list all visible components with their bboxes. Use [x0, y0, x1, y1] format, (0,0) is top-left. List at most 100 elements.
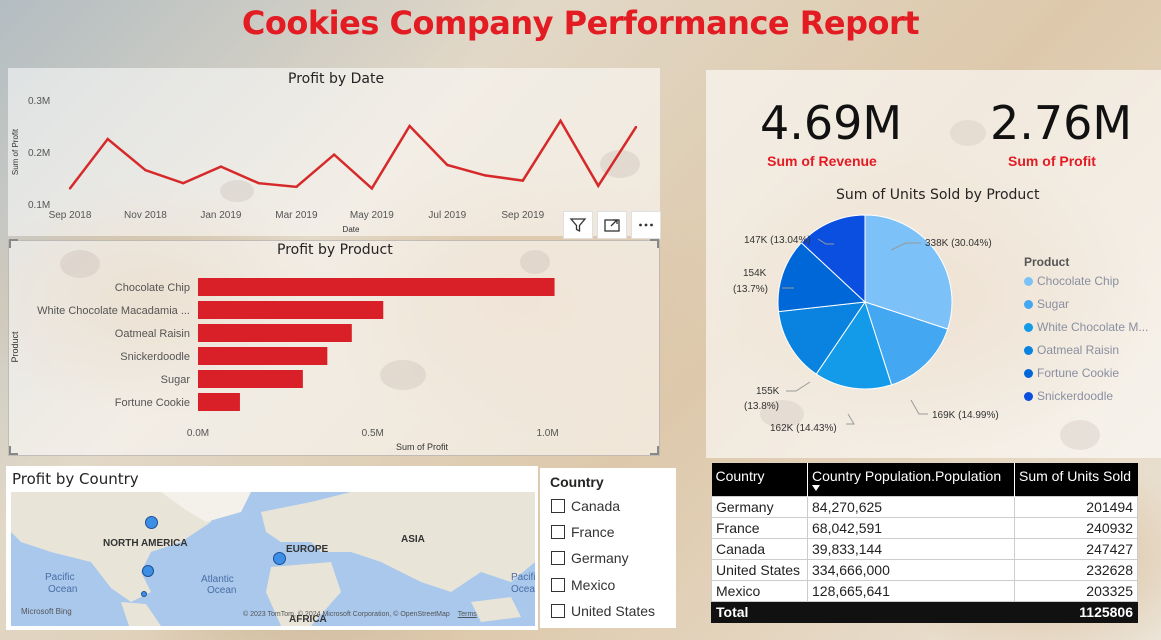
y-axis-label: Sum of Profit: [11, 128, 20, 175]
world-map: [11, 492, 535, 626]
column-header-units-sold[interactable]: Sum of Units Sold: [1014, 463, 1138, 497]
bing-logo: Microsoft Bing: [21, 607, 72, 616]
legend-label: Sugar: [1037, 297, 1070, 311]
slicer-option-united-states[interactable]: United States: [551, 603, 655, 619]
legend-item[interactable]: Chocolate Chip: [1024, 274, 1119, 288]
checkbox[interactable]: [551, 499, 565, 513]
visual-header-toolbar: [563, 211, 661, 239]
column-header-population[interactable]: Country Population.Population: [807, 463, 1015, 497]
more-options-icon: [639, 223, 653, 227]
table-row[interactable]: Mexico 128,665,641 203325: [711, 580, 1138, 602]
pie-slice: [800, 214, 866, 304]
profit-kpi-label: Sum of Profit: [1008, 153, 1096, 169]
y-tick-label: 0.1M: [28, 200, 50, 211]
map-bubble-mexico[interactable]: [141, 591, 147, 597]
legend-label: White Chocolate M...: [1037, 320, 1149, 334]
map-label: Atlantic: [201, 574, 234, 585]
line-chart[interactable]: 0.3M 0.2M 0.1M Sum of Profit Sep 2018 Nov 201…: [8, 70, 660, 235]
legend-marker: [1024, 391, 1033, 401]
legend-label: Chocolate Chip: [1037, 274, 1120, 288]
selection-corner: [9, 239, 18, 248]
table-row[interactable]: Canada 39,833,144 247427: [711, 538, 1138, 560]
x-tick-label: 1.0M: [536, 428, 558, 439]
total-value: 1125806: [1014, 601, 1138, 623]
line-chart-panel[interactable]: [8, 68, 660, 236]
filter-button[interactable]: [563, 211, 593, 239]
label-leader-line: [817, 238, 834, 245]
slicer-option-canada[interactable]: Canada: [551, 498, 620, 514]
x-tick-label: 0.0M: [187, 428, 209, 439]
focus-mode-button[interactable]: [597, 211, 627, 239]
table-cell: [807, 601, 1015, 623]
table-row[interactable]: Germany 84,270,625 201494: [711, 496, 1138, 518]
slicer-option-france[interactable]: France: [551, 524, 615, 540]
map-label: AFRICA: [289, 614, 327, 625]
bar-chart[interactable]: Chocolate Chip White Chocolate Macadamia …: [8, 238, 660, 456]
map-bubble-canada[interactable]: [145, 516, 158, 529]
map-terms-link[interactable]: Terms: [457, 611, 477, 618]
legend-item[interactable]: White Chocolate M...: [1024, 320, 1148, 334]
pie-slice: [864, 214, 953, 330]
slice-label: (13.8%): [744, 401, 779, 412]
category-label: Snickerdoodle: [120, 351, 190, 363]
legend-item[interactable]: Oatmeal Raisin: [1024, 343, 1119, 357]
label-leader-line: [890, 242, 921, 251]
data-point: [332, 153, 336, 156]
data-point: [446, 163, 449, 167]
map-label: Pacific: [45, 572, 75, 583]
pie-slice: [864, 301, 949, 386]
table-row[interactable]: United States 334,666,000 232628: [711, 559, 1138, 581]
column-header-country[interactable]: Country: [711, 463, 808, 497]
map-title: Profit by Country: [12, 470, 139, 488]
selection-corner: [650, 446, 659, 455]
data-point: [483, 174, 487, 177]
map-label: Pacific: [511, 572, 535, 583]
legend-marker: [1024, 299, 1033, 309]
slice-label: 155K: [756, 386, 780, 397]
x-tick-label: Jan 2019: [200, 210, 242, 221]
map-copyright-text: © 2023 TomTom, © 2024 Microsoft Corporat…: [243, 611, 450, 618]
filter-icon: [569, 218, 587, 233]
more-options-button[interactable]: [631, 211, 661, 239]
data-point: [295, 185, 298, 189]
map-bubble-united-states[interactable]: [142, 565, 154, 577]
legend-item[interactable]: Fortune Cookie: [1024, 366, 1119, 380]
table-cell: 203325: [1014, 580, 1138, 602]
data-point: [521, 179, 524, 182]
checkbox[interactable]: [551, 604, 565, 618]
pie-chart[interactable]: 338K (30.04%) 169K (14.99%) 162K (14.43%) 1…: [706, 210, 1024, 450]
table-total-row: Total 1125806: [711, 601, 1138, 623]
legend-item[interactable]: Sugar: [1024, 297, 1069, 311]
legend-marker: [1024, 322, 1033, 332]
table-row[interactable]: France 68,042,591 240932: [711, 517, 1138, 539]
slicer-option-germany[interactable]: Germany: [551, 550, 629, 566]
slicer-option-label: France: [571, 524, 615, 540]
slicer-option-mexico[interactable]: Mexico: [551, 577, 615, 593]
checkbox[interactable]: [551, 525, 565, 539]
map-bubble-europe[interactable]: [273, 552, 286, 565]
map-label: NORTH AMERICA: [103, 538, 188, 549]
legend-item[interactable]: Snickerdoodle: [1024, 389, 1113, 403]
data-point: [144, 169, 147, 172]
legend-marker: [1024, 368, 1033, 378]
bar-chart-panel[interactable]: [8, 240, 660, 456]
map-label: Ocean: [48, 584, 78, 595]
checkbox[interactable]: [551, 551, 565, 565]
bar: [198, 347, 328, 365]
label-leader-line: [846, 413, 855, 425]
x-tick-label: 0.5M: [362, 428, 384, 439]
table-cell: Canada: [711, 538, 808, 560]
legend-label: Oatmeal Raisin: [1037, 343, 1120, 357]
slicer-option-label: Germany: [571, 550, 629, 566]
bar: [198, 278, 555, 296]
map-label: EUROPE: [286, 544, 329, 555]
category-label: Oatmeal Raisin: [115, 328, 190, 340]
map-canvas[interactable]: NORTH AMERICA EUROPE ASIA Pacific Ocean …: [11, 492, 535, 626]
table-cell: United States: [711, 559, 808, 581]
checkbox[interactable]: [551, 578, 565, 592]
revenue-kpi-label: Sum of Revenue: [767, 153, 877, 169]
slicer-option-label: Canada: [571, 498, 621, 514]
category-label: Sugar: [161, 374, 191, 386]
data-point: [408, 124, 411, 128]
pie-slice: [815, 300, 893, 390]
